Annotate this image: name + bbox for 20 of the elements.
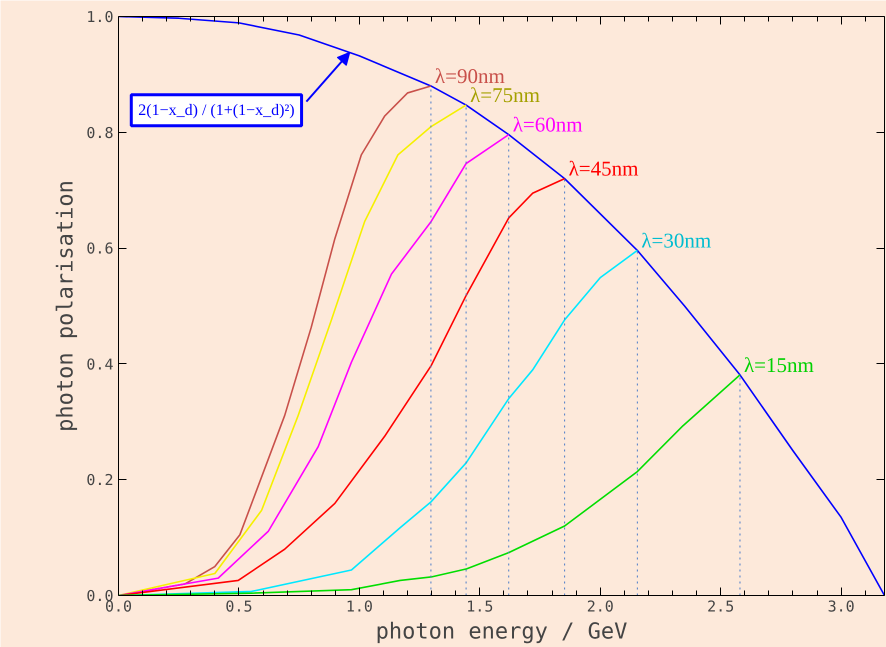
x-axis-title: photon energy / GeV xyxy=(376,620,628,644)
x-tick-label: 1.5 xyxy=(466,598,494,616)
x-tick-label: 3.0 xyxy=(828,598,855,616)
x-tick-label: 2.0 xyxy=(586,598,614,616)
y-tick-label: 0.2 xyxy=(86,471,114,490)
series-label: λ=30nm xyxy=(641,228,712,252)
y-axis-title: photon polarisation xyxy=(53,180,78,432)
series-label: λ=15nm xyxy=(744,352,814,377)
series-label: λ=60nm xyxy=(512,112,583,137)
y-tick-label: 0.6 xyxy=(86,240,114,258)
line-series xyxy=(118,134,510,596)
y-tick-label: 0.4 xyxy=(86,355,114,374)
y-tick-label: 0.8 xyxy=(86,124,114,142)
x-tick-label: 2.5 xyxy=(707,598,734,616)
annotation: 2(1−x_d) / (1+(1−x_d)²) xyxy=(138,102,295,119)
line-series xyxy=(118,374,741,596)
x-tick-label: 1.0 xyxy=(346,598,373,616)
y-tick-label: 1.0 xyxy=(86,8,114,26)
series-label: λ=45nm xyxy=(568,156,638,181)
x-tick-label: 0.5 xyxy=(225,598,252,616)
